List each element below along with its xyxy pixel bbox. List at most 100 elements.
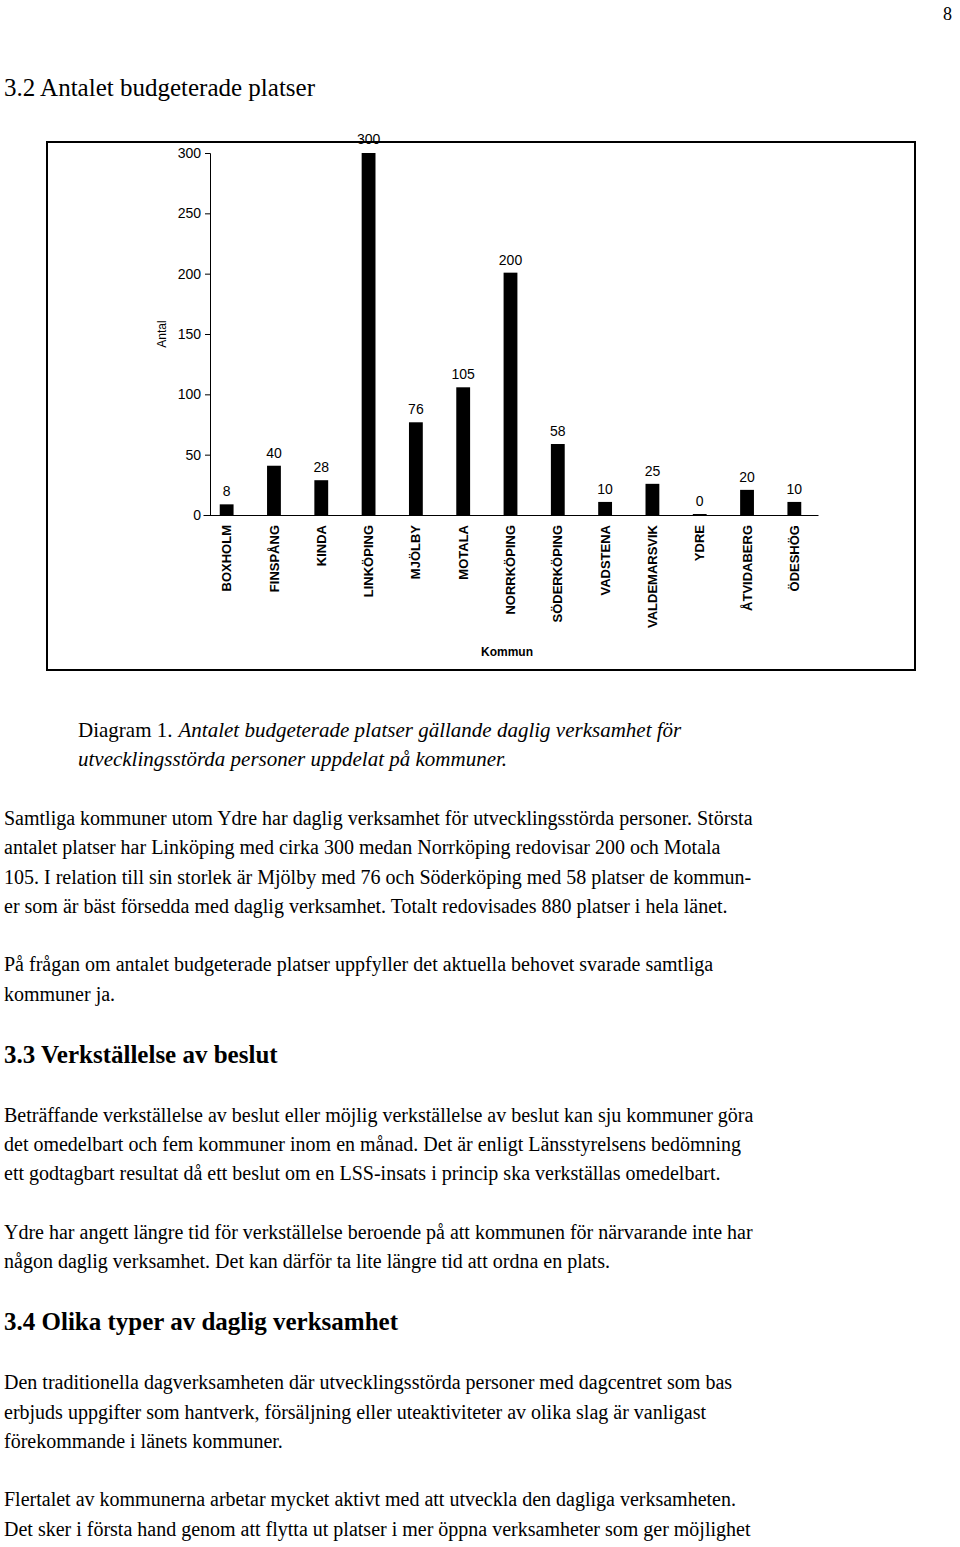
y-tick: 50 [185,447,210,463]
data-label: 40 [266,445,282,461]
paragraph-line: kommuner ja. [4,983,115,1006]
x-tick-label: MJÖLBY [408,525,423,580]
x-tick: KINDA [314,515,329,566]
bar [741,491,753,515]
x-tick: MOTALA [456,515,471,580]
x-tick-label: KINDA [314,524,329,566]
caption-text: Antalet budgeterade platser gällande dag… [176,718,682,742]
bar [410,423,422,515]
bar [788,503,800,515]
y-tick-label: 50 [185,447,201,463]
paragraph-line: antalet platser har Linköping med cirka … [4,836,721,859]
x-axis-title: Kommun [481,645,533,659]
paragraph-line: Ydre har angett längre tid för verkställ… [4,1221,753,1244]
paragraph-line: ett godtagbart resultat då ett beslut om… [4,1162,721,1185]
x-axis: BOXHOLM FINSPÅNG KINDA LINKÖPING MJÖLBY MOTAL… [204,515,819,628]
bars [221,153,801,515]
paragraph-line: förekommande i länets kommuner. [4,1430,283,1452]
bar [552,445,564,515]
y-tick-label: 150 [178,326,202,342]
page-number: 8 [943,4,952,24]
x-tick: SÖDERKÖPING [550,515,565,623]
x-tick: BOXHOLM [219,515,234,591]
data-label: 200 [499,252,523,268]
data-label: 0 [696,493,704,509]
paragraph-line: erbjuds uppgifter som hantverk, försäljn… [4,1401,706,1424]
paragraph-line: På frågan om antalet budgeterade platser… [4,953,713,976]
x-axis-line [204,515,819,516]
x-tick-label: LINKÖPING [361,525,376,597]
x-tick-label: YDRE [692,525,707,561]
x-tick-label: ÅTVIDABERG [740,525,755,611]
page: 83.2 Antalet budgeterade platser05010015… [0,0,960,1547]
x-tick: MJÖLBY [408,515,423,579]
y-tick-mark [205,213,210,214]
caption-label: Diagram 1. [78,718,172,742]
y-axis: 0 50 100 150 200 250 300 [178,145,211,523]
body: Samtliga kommuner utom Ydre har daglig v… [4,807,754,1541]
paragraph-line: det omedelbart och fem kommuner inom en … [4,1133,741,1156]
paragraph-line: Beträffande verkställelse av beslut elle… [4,1104,754,1127]
data-label: 10 [787,481,803,497]
data-label: 10 [597,481,613,497]
paragraph-line: någon daglig verksamhet. Det kan därför … [4,1250,610,1273]
paragraph-line: 105. I relation till sin storlek är Mjöl… [4,866,751,889]
x-tick: NORRKÖPING [503,515,518,615]
data-labels: 840283007610520058102502010 [223,131,803,509]
data-label: 25 [645,463,661,479]
y-tick-mark [205,274,210,275]
x-tick-label: VALDEMARSVIK [645,524,660,628]
y-tick-label: 200 [178,266,202,282]
x-tick-label: BOXHOLM [219,525,234,591]
y-tick-label: 0 [193,507,201,523]
data-label: 105 [452,366,476,382]
x-tick-label: MOTALA [456,524,471,579]
bar [221,505,233,515]
y-tick-mark [205,394,210,395]
data-label: 300 [357,131,381,147]
data-label: 20 [739,469,755,485]
bar [505,274,517,515]
x-tick: LINKÖPING [361,515,376,597]
bar [599,503,611,515]
x-tick: VALDEMARSVIK [645,515,660,628]
y-tick: 100 [178,386,210,402]
x-tick-label: VADSTENA [598,524,613,595]
caption: Diagram 1.Antalet budgeterade platser gä… [78,718,682,771]
y-tick: 250 [178,205,210,221]
bar [363,153,375,515]
section-heading: 3.4 Olika typer av daglig verksamhet [4,1308,399,1335]
y-tick-label: 250 [178,205,202,221]
data-label: 58 [550,423,566,439]
x-tick-label: FINSPÅNG [267,525,282,592]
y-tick-mark [205,153,210,154]
bar [647,485,659,515]
x-tick-label: SÖDERKÖPING [550,525,565,623]
data-label: 76 [408,401,424,417]
paragraph-line: Samtliga kommuner utom Ydre har daglig v… [4,807,753,830]
paragraph-line: er som är bäst försedda med daglig verks… [4,895,728,918]
y-tick-mark [205,334,210,335]
y-tick-label: 100 [178,386,202,402]
x-tick: YDRE [692,515,707,561]
bar [694,514,706,515]
y-tick-mark [205,455,210,456]
bar [315,481,327,515]
y-axis-title: Antal [155,320,169,347]
x-tick-label: ÖDESHÖG [787,525,802,591]
y-tick: 300 [178,145,210,161]
paragraph-line: Flertalet av kommunerna arbetar mycket a… [4,1488,736,1511]
data-label: 8 [223,483,231,499]
caption-line: utvecklingsstörda personer uppdelat på k… [78,747,507,771]
bar [457,388,469,515]
y-axis-line [205,154,211,516]
y-tick: 200 [178,266,210,282]
bar [268,467,280,515]
x-tick: VADSTENA [598,515,613,596]
x-tick-label: NORRKÖPING [503,525,518,615]
y-tick: 0 [193,507,210,523]
heading: 3.2 Antalet budgeterade platser [4,74,316,101]
paragraph-line: Den traditionella dagverksamheten där ut… [4,1371,732,1394]
x-tick: FINSPÅNG [267,515,282,592]
y-tick: 150 [178,326,210,342]
